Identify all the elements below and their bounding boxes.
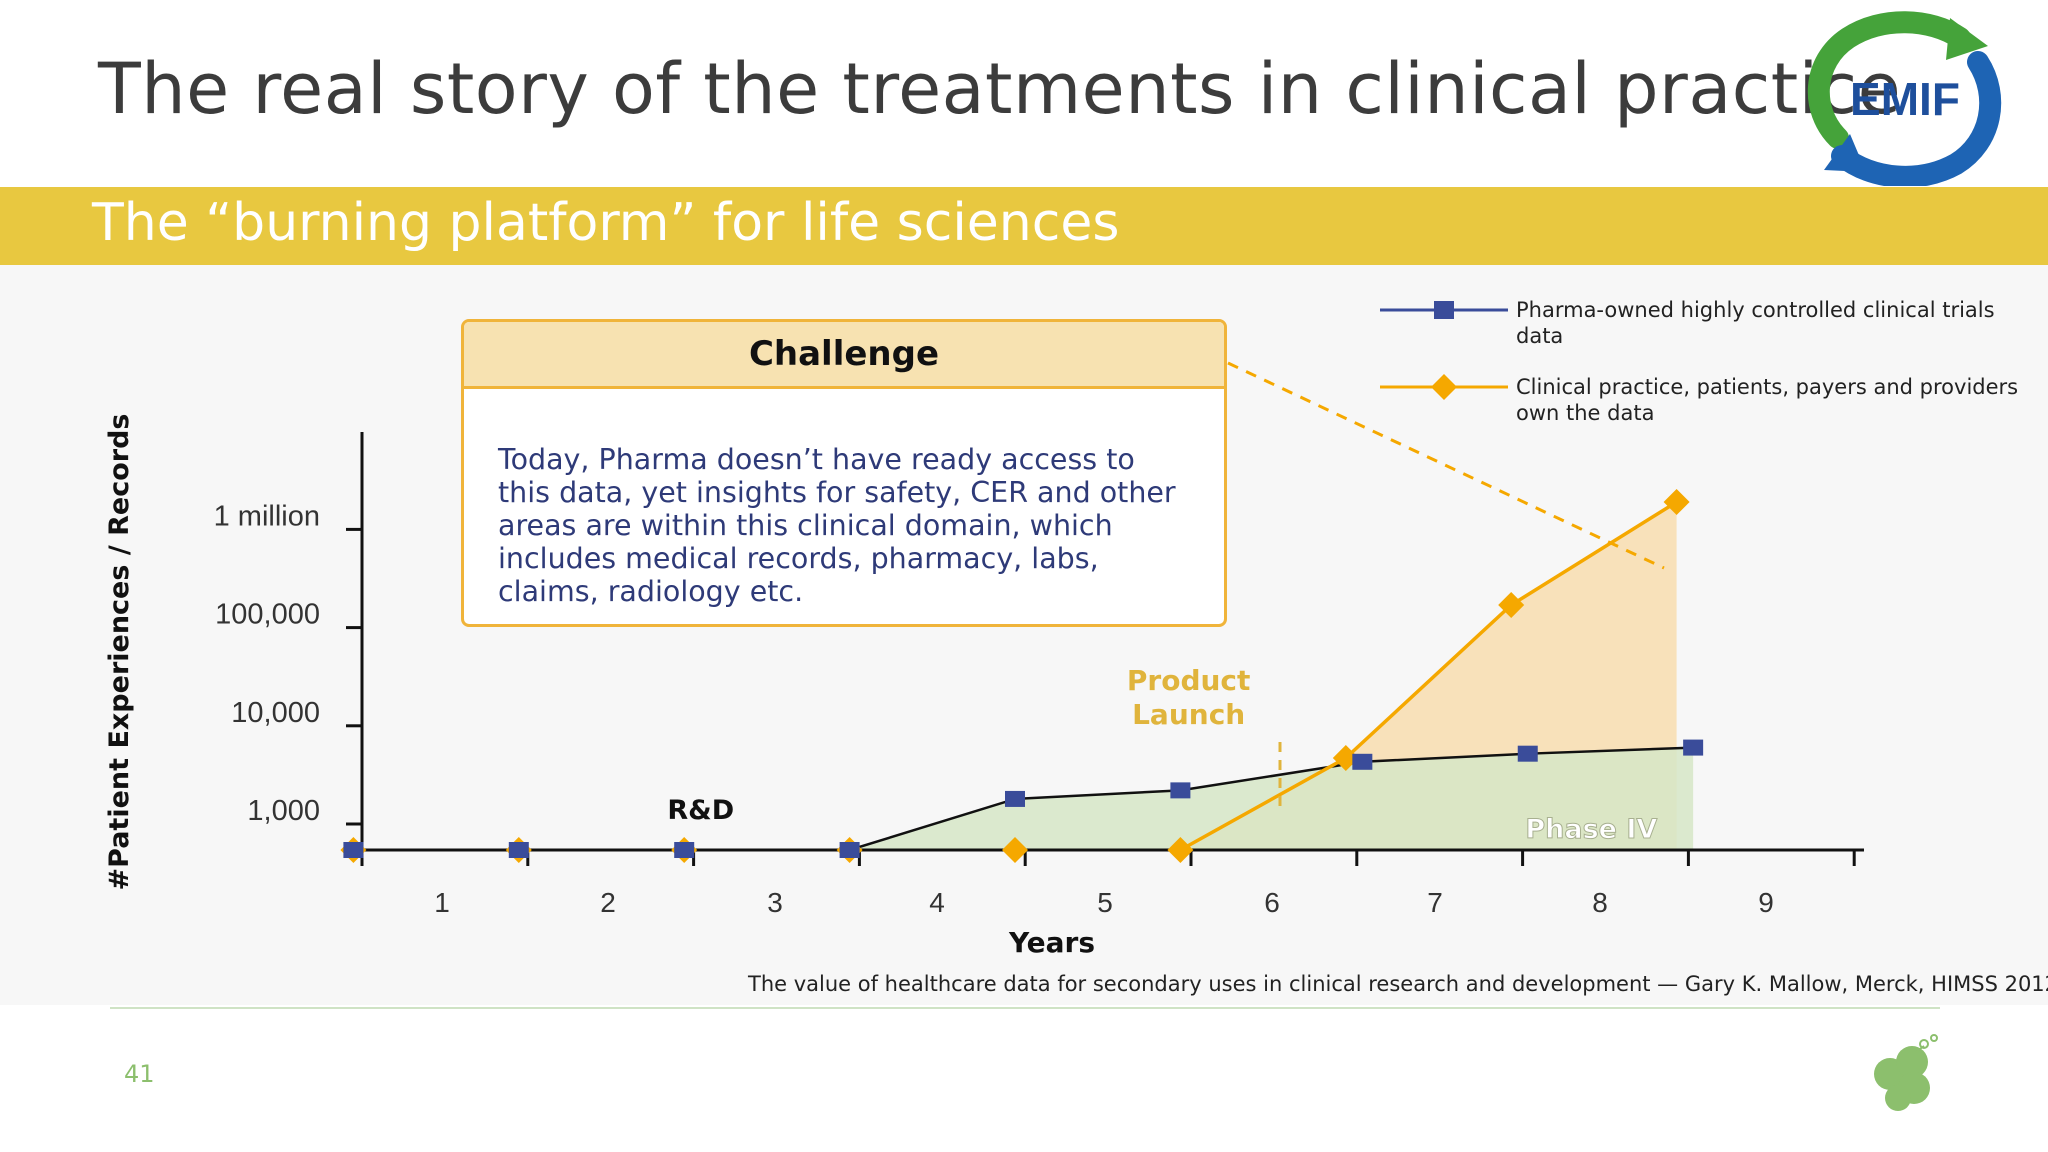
x-tick-label: 9 [1758, 887, 1774, 918]
phase-iv-label: Phase IV [1525, 814, 1657, 845]
practice-point [1002, 837, 1028, 863]
x-tick-label: 4 [929, 887, 945, 918]
footer-divider [110, 1007, 1940, 1009]
trials-point [839, 842, 860, 858]
legend-label-trials: Pharma-owned highly controlled clinical … [1516, 298, 1995, 348]
trials-point [1005, 790, 1025, 807]
slide-title: The real story of the treatments in clin… [98, 48, 1902, 130]
x-tick-label: 5 [1097, 887, 1113, 918]
trials-point [1517, 745, 1538, 762]
trials-point [1683, 739, 1704, 756]
x-tick-label: 6 [1264, 887, 1280, 918]
practice-point [1663, 489, 1690, 516]
x-tick-label: 8 [1592, 887, 1608, 918]
trials-point [1352, 753, 1373, 770]
legend-label-practice: Clinical practice, patients, payers and … [1516, 375, 2019, 425]
trials-point [1170, 782, 1191, 799]
emif-logo-icon: EMIF [1807, 11, 2002, 186]
legend-marker-trials [1434, 301, 1454, 319]
y-tick-label: 1 million [214, 500, 320, 532]
patient-records-chart: 1 2 3 4 5 6 7 8 9 1,000 10,000 100,000 1 million Year… [104, 301, 1864, 959]
y-tick-label: 100,000 [215, 599, 320, 631]
source-citation: The value of healthcare data for seconda… [748, 972, 2048, 996]
x-tick-label: 7 [1427, 887, 1443, 918]
slide-subtitle: The “burning platform” for life sciences [92, 193, 1120, 253]
x-tick-label: 1 [434, 887, 450, 918]
x-tick-label: 2 [600, 887, 616, 918]
y-tick-label: 1,000 [247, 795, 320, 827]
challenge-callout: Challenge Today, Pharma doesn’t have rea… [461, 319, 1227, 627]
practice-point [1498, 591, 1525, 618]
challenge-header: Challenge [464, 322, 1224, 389]
practice-point [1332, 745, 1359, 771]
challenge-body: Today, Pharma doesn’t have ready access … [498, 443, 1176, 608]
practice-point [1167, 837, 1194, 863]
rd-label: R&D [667, 795, 734, 826]
trials-point [674, 842, 695, 858]
legend-marker-practice [1431, 374, 1457, 400]
page-number: 41 [124, 1060, 155, 1088]
callout-connector [1227, 361, 1665, 570]
x-axis-title: Years [1008, 926, 1095, 959]
logo-text: EMIF [1850, 73, 1960, 125]
clover-icon [1874, 1034, 1938, 1111]
subtitle-banner: The “burning platform” for life sciences [0, 187, 2048, 265]
trials-point [508, 842, 529, 858]
product-launch-label: Product Launch [1127, 664, 1251, 731]
trials-point [343, 842, 364, 858]
y-axis-title: #Patient Experiences / Records [104, 414, 135, 891]
practice-line [1179, 500, 1678, 852]
y-tick-label: 10,000 [231, 697, 320, 729]
x-tick-label: 3 [767, 887, 783, 918]
